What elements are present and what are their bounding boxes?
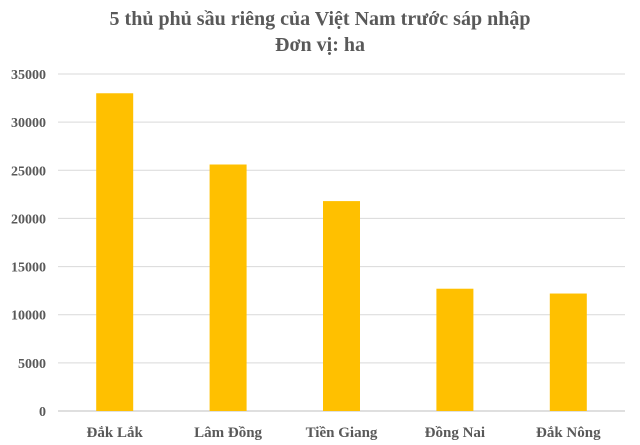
y-tick-label: 25000 bbox=[11, 164, 46, 179]
x-tick-label: Đắk Nông bbox=[536, 425, 601, 441]
bar bbox=[96, 93, 134, 411]
bar bbox=[549, 293, 587, 411]
bar bbox=[323, 201, 360, 411]
x-tick-label: Đắk Lắk bbox=[87, 425, 144, 441]
y-tick-label: 10000 bbox=[11, 309, 46, 324]
y-tick-label: 30000 bbox=[11, 116, 46, 131]
y-tick-label: 20000 bbox=[11, 212, 46, 227]
y-tick-label: 15000 bbox=[11, 261, 46, 276]
chart-title: 5 thủ phủ sầu riêng của Việt Nam trước s… bbox=[109, 8, 531, 30]
bar bbox=[436, 288, 474, 411]
chart-subtitle: Đơn vị: ha bbox=[275, 34, 365, 56]
x-tick-label: Tiền Giang bbox=[306, 425, 378, 441]
x-tick-label: Đồng Nai bbox=[425, 425, 485, 441]
y-tick-label: 5000 bbox=[18, 357, 46, 372]
y-tick-label: 35000 bbox=[11, 68, 46, 83]
y-tick-label: 0 bbox=[39, 405, 46, 420]
bar bbox=[209, 164, 247, 411]
x-tick-label: Lâm Đồng bbox=[194, 425, 262, 441]
